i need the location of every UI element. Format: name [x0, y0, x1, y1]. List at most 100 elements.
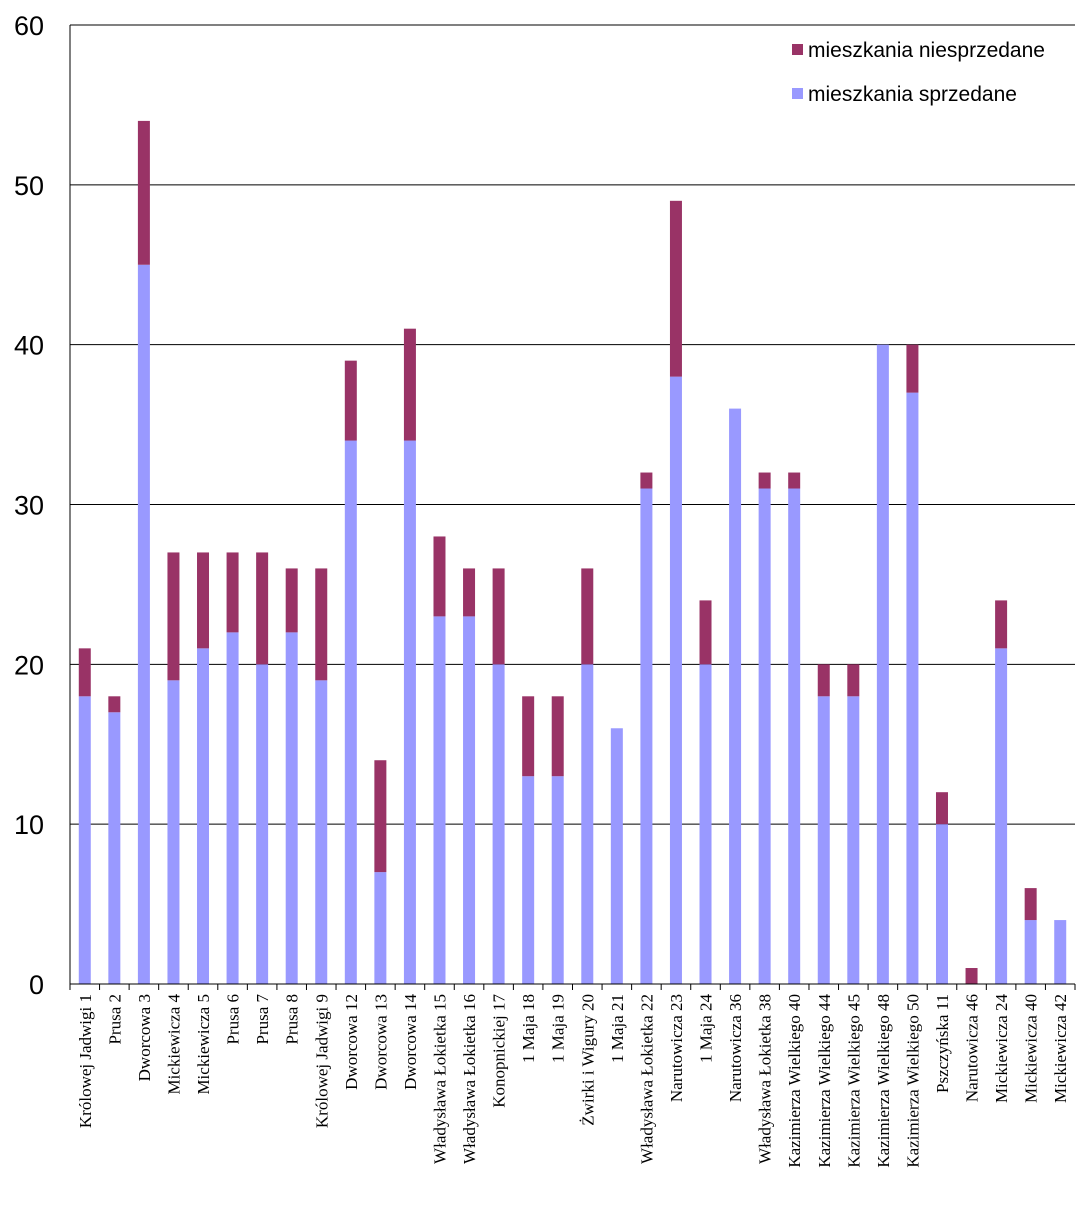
bar-sprzedane-narutowicza-23 — [669, 376, 682, 985]
x-tick-label-prusa-2: Prusa 2 — [105, 994, 124, 1045]
x-tick-label-pszczynska-11: Pszczyńska 11 — [933, 994, 952, 1093]
bar-sprzedane-1-maja-19 — [551, 776, 564, 984]
bar-sprzedane-mickiewicza-40 — [1024, 920, 1037, 984]
bar-niesprzedane-dworcowa-3 — [137, 120, 150, 265]
bar-sprzedane-konopnickiej-17 — [492, 664, 505, 984]
bar-niesprzedane-krolowej-jadwigi-1 — [78, 648, 91, 697]
bar-niesprzedane-kazimierza-wielkiego-40 — [788, 472, 801, 489]
x-tick-label-1-maja-21: 1 Maja 21 — [608, 994, 627, 1063]
bar-sprzedane-prusa-7 — [256, 664, 269, 984]
bar-niesprzedane-dworcowa-12 — [344, 360, 357, 441]
bar-niesprzedane-1-maja-18 — [522, 696, 535, 777]
bar-niesprzedane-kazimierza-wielkiego-50 — [906, 344, 919, 393]
y-tick-label-40: 40 — [14, 331, 44, 361]
bar-sprzedane-prusa-6 — [226, 632, 239, 984]
bar-sprzedane-pszczynska-11 — [935, 824, 948, 984]
bar-niesprzedane-krolowej-jadwigi-9 — [315, 568, 328, 681]
x-tick-label-1-maja-24: 1 Maja 24 — [697, 994, 716, 1063]
y-tick-label-50: 50 — [14, 171, 44, 201]
legend-label-mieszkania-sprzedane: mieszkania sprzedane — [808, 83, 1017, 106]
bar-sprzedane-mickiewicza-42 — [1054, 920, 1067, 984]
x-tick-label-prusa-7: Prusa 7 — [253, 994, 272, 1045]
bar-sprzedane-kazimierza-wielkiego-48 — [876, 344, 889, 985]
bar-sprzedane-prusa-8 — [285, 632, 298, 984]
bar-niesprzedane-dworcowa-14 — [403, 328, 416, 441]
x-tick-label-mickiewicza-24: Mickiewicza 24 — [992, 994, 1011, 1104]
gridlines — [70, 24, 1075, 825]
bar-niesprzedane-1-maja-19 — [551, 696, 564, 777]
axes — [69, 25, 1076, 990]
legend-swatch-mieszkania-niesprzedane — [792, 44, 803, 55]
bar-niesprzedane-wladyslawa-lokietka-16 — [463, 568, 476, 617]
bar-sprzedane-1-maja-24 — [699, 664, 712, 984]
bar-niesprzedane-zwirki-i-wigury-20 — [581, 568, 594, 665]
legend-label-mieszkania-niesprzedane: mieszkania niesprzedane — [808, 39, 1045, 62]
bar-niesprzedane-pszczynska-11 — [935, 792, 948, 825]
x-tick-label-mickiewicza-4: Mickiewicza 4 — [164, 994, 183, 1095]
bar-niesprzedane-dworcowa-13 — [374, 760, 387, 873]
bar-niesprzedane-mickiewicza-5 — [197, 552, 210, 649]
bar-sprzedane-mickiewicza-5 — [197, 648, 210, 984]
x-tick-label-kazimierza-wielkiego-50: Kazimierza Wielkiego 50 — [903, 994, 922, 1168]
bar-sprzedane-mickiewicza-24 — [995, 648, 1008, 984]
x-tick-label-dworcowa-13: Dworcowa 13 — [371, 994, 390, 1090]
bar-niesprzedane-wladyslawa-lokietka-15 — [433, 536, 446, 617]
x-tick-label-konopnickiej-17: Konopnickiej 17 — [490, 994, 509, 1108]
x-tick-label-krolowej-jadwigi-9: Królowej Jadwigi 9 — [312, 994, 331, 1128]
y-tick-label-20: 20 — [14, 650, 44, 680]
x-tick-label-mickiewicza-42: Mickiewicza 42 — [1051, 994, 1070, 1103]
bar-sprzedane-krolowej-jadwigi-1 — [78, 696, 91, 984]
bar-sprzedane-kazimierza-wielkiego-50 — [906, 392, 919, 984]
x-tick-label-1-maja-19: 1 Maja 19 — [549, 994, 568, 1063]
bar-niesprzedane-mickiewicza-24 — [995, 600, 1008, 649]
bar-sprzedane-wladyslawa-lokietka-38 — [758, 488, 771, 984]
y-tick-label-30: 30 — [14, 491, 44, 521]
x-tick-label-dworcowa-14: Dworcowa 14 — [401, 994, 420, 1090]
bar-sprzedane-dworcowa-12 — [344, 440, 357, 985]
x-tick-label-narutowicza-36: Narutowicza 36 — [726, 994, 745, 1102]
bar-sprzedane-narutowicza-36 — [729, 408, 742, 985]
bar-niesprzedane-narutowicza-23 — [669, 200, 682, 377]
x-tick-label-wladyslawa-lokietka-15: Władysława Łokietka 15 — [430, 994, 449, 1164]
bar-sprzedane-dworcowa-3 — [137, 264, 150, 984]
bar-sprzedane-kazimierza-wielkiego-45 — [847, 696, 860, 984]
bar-sprzedane-mickiewicza-4 — [167, 680, 180, 984]
bar-niesprzedane-1-maja-24 — [699, 600, 712, 665]
bar-sprzedane-1-maja-18 — [522, 776, 535, 984]
bar-sprzedane-dworcowa-13 — [374, 872, 387, 984]
x-tick-label-mickiewicza-40: Mickiewicza 40 — [1022, 994, 1041, 1103]
x-tick-label-narutowicza-23: Narutowicza 23 — [667, 994, 686, 1102]
bars — [78, 120, 1067, 985]
y-tick-label-0: 0 — [29, 970, 44, 1000]
x-tick-label-prusa-8: Prusa 8 — [283, 994, 302, 1045]
bar-niesprzedane-kazimierza-wielkiego-45 — [847, 664, 860, 697]
bar-niesprzedane-mickiewicza-4 — [167, 552, 180, 681]
y-tick-label-60: 60 — [14, 11, 44, 41]
bar-sprzedane-wladyslawa-lokietka-22 — [640, 488, 653, 984]
bar-sprzedane-prusa-2 — [108, 712, 121, 984]
x-tick-label-kazimierza-wielkiego-44: Kazimierza Wielkiego 44 — [815, 994, 834, 1168]
bar-sprzedane-kazimierza-wielkiego-44 — [817, 696, 830, 984]
bar-sprzedane-krolowej-jadwigi-9 — [315, 680, 328, 984]
x-tick-label-wladyslawa-lokietka-38: Władysława Łokietka 38 — [756, 994, 775, 1164]
bar-niesprzedane-prusa-2 — [108, 696, 121, 713]
x-tick-label-prusa-6: Prusa 6 — [224, 994, 243, 1045]
x-tick-label-dworcowa-3: Dworcowa 3 — [135, 994, 154, 1081]
bar-niesprzedane-mickiewicza-40 — [1024, 888, 1037, 921]
bar-niesprzedane-wladyslawa-lokietka-38 — [758, 472, 771, 489]
bar-sprzedane-wladyslawa-lokietka-15 — [433, 616, 446, 984]
bar-sprzedane-1-maja-21 — [610, 728, 623, 984]
legend-swatch-mieszkania-sprzedane — [792, 88, 803, 99]
y-tick-label-10: 10 — [14, 810, 44, 840]
bar-niesprzedane-konopnickiej-17 — [492, 568, 505, 665]
bar-niesprzedane-kazimierza-wielkiego-44 — [817, 664, 830, 697]
y-axis-tick-labels: 0 10 20 30 40 50 60 — [14, 11, 44, 1000]
bar-sprzedane-zwirki-i-wigury-20 — [581, 664, 594, 984]
x-tick-label-zwirki-i-wigury-20: Żwirki i Wigury 20 — [578, 994, 597, 1126]
bar-niesprzedane-wladyslawa-lokietka-22 — [640, 472, 653, 489]
legend: mieszkania niesprzedane mieszkania sprze… — [792, 39, 1045, 106]
x-tick-label-wladyslawa-lokietka-22: Władysława Łokietka 22 — [637, 994, 656, 1164]
bar-niesprzedane-narutowicza-46 — [965, 968, 978, 984]
